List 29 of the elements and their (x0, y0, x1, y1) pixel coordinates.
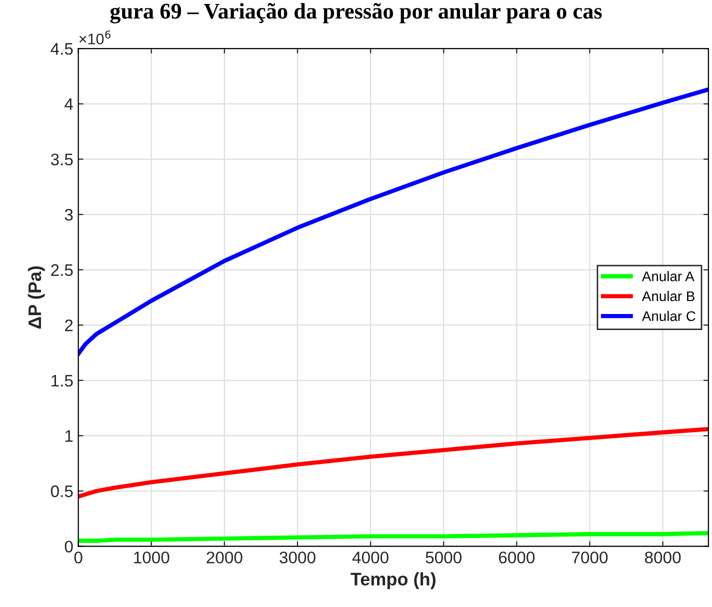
x-tick-label: 7000 (572, 552, 608, 564)
line-series (78, 426, 708, 499)
legend-label: Anular A (642, 271, 694, 282)
x-tick-label: 6000 (498, 552, 535, 564)
y-tick-label: 0 (64, 540, 73, 553)
y-tick-label: 1.5 (52, 374, 73, 387)
x-tick-label: 3000 (280, 552, 316, 564)
y-tick-label: 1 (65, 430, 73, 442)
y-tick-label: 0.5 (50, 485, 73, 498)
x-tick-label: 0 (74, 552, 82, 564)
y-tick-label: 3 (64, 208, 73, 221)
y-tick-label: 2 (65, 319, 73, 332)
line-series (78, 87, 708, 356)
text: ×10$^{6}$ (79, 30, 111, 44)
x-tick-label: 1000 (134, 552, 170, 564)
x-tick-label: 4000 (352, 552, 388, 564)
legend-label: Anular C (642, 310, 696, 322)
y-tick-label: 2.5 (51, 264, 73, 276)
y-tick-label: 3.5 (50, 154, 73, 166)
line-series (78, 530, 708, 543)
y-tick-label: 4.5 (50, 43, 73, 55)
x-axis-title: Tempo (h) (350, 572, 436, 590)
y-axis-title: ΔP (Pa) (28, 266, 45, 329)
y-tick-label: 4 (64, 98, 73, 110)
chart-title: gura 69 – Variação da pressão por anular para o cas (110, 3, 602, 24)
x-tick-label: 8000 (644, 552, 681, 564)
x-tick-label: 5000 (426, 552, 462, 564)
x-tick-label: 2000 (206, 552, 242, 564)
legend-label: Anular B (642, 290, 694, 302)
